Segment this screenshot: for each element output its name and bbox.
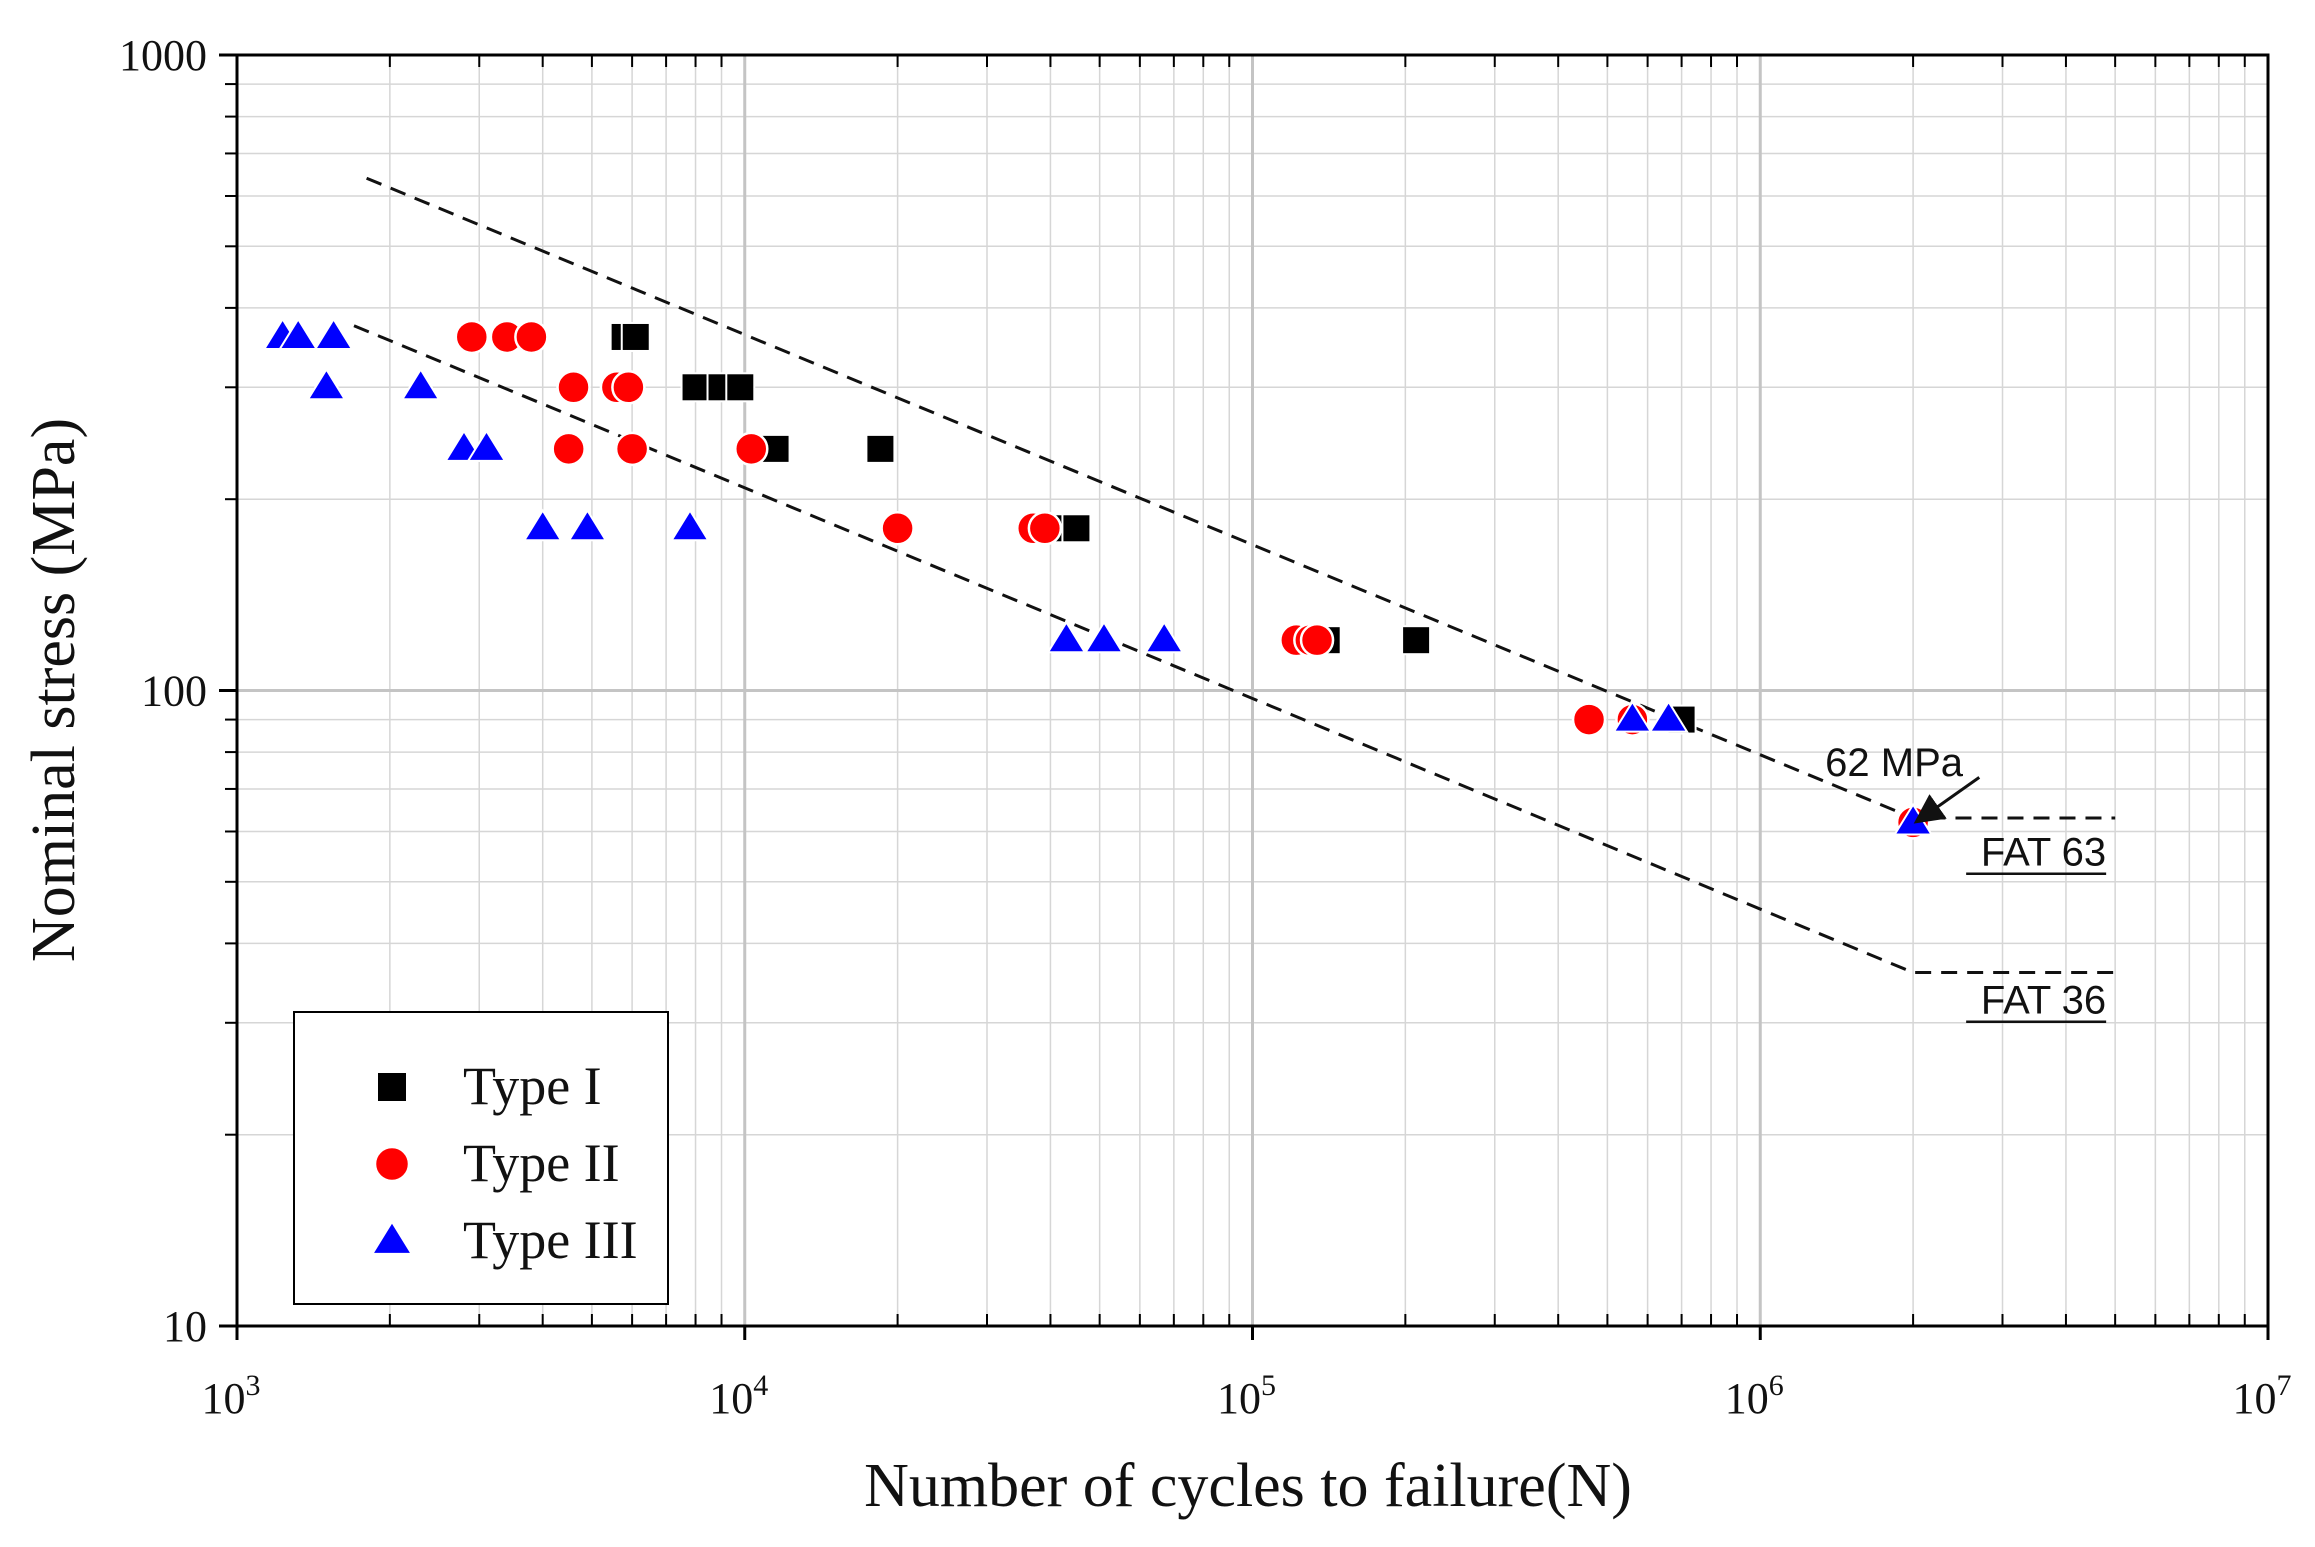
y-tick-label: 100 [141,667,207,716]
data-point [611,370,646,405]
data-point [313,317,354,350]
data-point [551,431,586,467]
data-point [567,508,608,542]
data-point [614,431,650,467]
data-point [680,372,711,403]
data-point [466,429,507,462]
data-point [514,319,549,355]
legend-label: Type III [463,1210,638,1270]
data-point [1027,511,1063,546]
legend-marker [376,1071,408,1103]
data-point [880,511,915,546]
data-point [556,370,591,405]
data-point [669,508,711,542]
legend-label: Type I [463,1056,602,1116]
legend-label: Type II [463,1133,620,1193]
data-point [760,433,791,464]
data-point [865,433,896,464]
data-point [1401,625,1432,656]
legend-box [293,1011,669,1305]
y-tick-label: 1000 [119,31,207,80]
data-point [1571,702,1607,737]
legend-marker [373,1145,411,1183]
data-point [1299,622,1335,658]
y-tick-label: 10 [163,1302,207,1351]
annotation-label: FAT 36 [1981,979,2106,1023]
annotations: 62 MPa FAT 63 FAT 36 [1825,741,2107,1023]
data-point [725,372,756,403]
annotation-label: 62 MPa [1825,741,1964,785]
data-point [1144,620,1185,654]
data-point [734,431,769,467]
data-point [1612,699,1653,733]
data-point [1648,699,1689,733]
series-triangle [262,317,1934,836]
x-axis-label: Number of cycles to failure(N) [864,1452,1632,1520]
plot-frame [235,53,2270,1328]
data-point [620,321,651,352]
data-point [1083,620,1125,654]
data-point [454,319,490,355]
series-square [609,321,1697,735]
data-point [1046,620,1087,654]
annotation-arrow [1913,776,1981,824]
data-points [262,317,1934,840]
annotation-label: FAT 63 [1981,831,2106,875]
data-point [522,508,563,542]
legend-marker [370,1219,414,1255]
y-axis-label: Nominal stress (MPa) [20,418,88,962]
data-point [1061,513,1092,544]
fat-reference-line [353,324,2116,974]
data-point [306,367,347,401]
data-point [400,367,441,401]
axis-ticks [219,53,2270,1340]
data-point [278,317,319,350]
legend: Type I Type II Type III [293,1011,669,1305]
